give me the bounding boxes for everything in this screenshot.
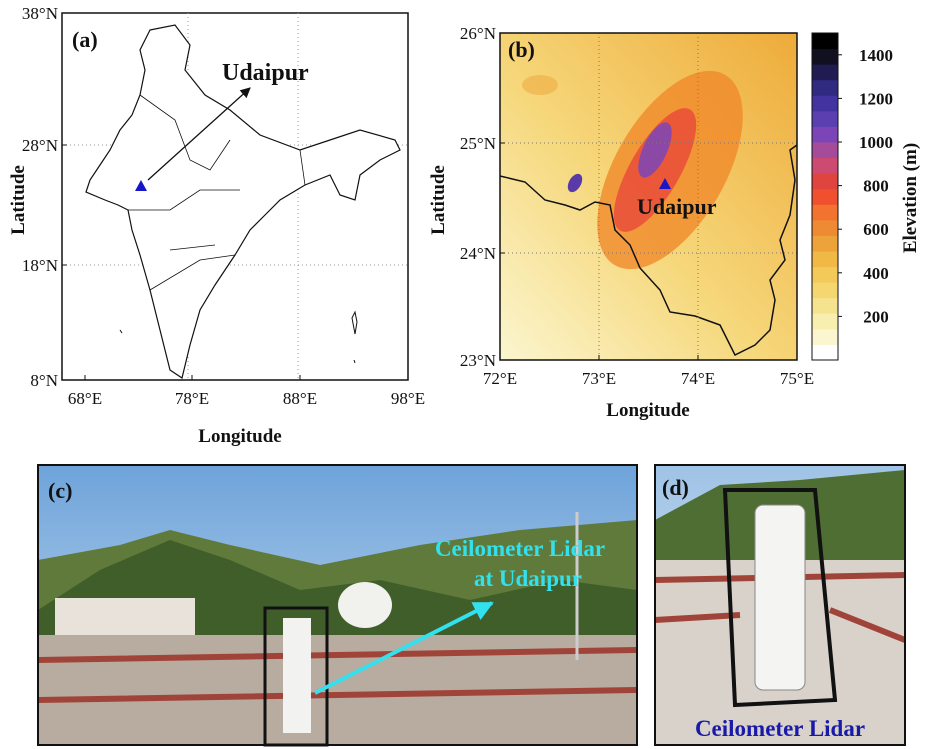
annotation: Ceilometer Lidar bbox=[435, 536, 605, 561]
colorbar-segment bbox=[812, 251, 838, 267]
colorbar-segment bbox=[812, 80, 838, 96]
colorbar-tick-label: 800 bbox=[863, 177, 889, 196]
colorbar-segment bbox=[812, 64, 838, 80]
terrain-blob bbox=[522, 75, 558, 95]
panel-c: (c) Ceilometer Lidar at Udaipur bbox=[38, 465, 637, 745]
y-tick-label: 26°N bbox=[460, 24, 496, 43]
y-tick-label: 23°N bbox=[460, 351, 496, 370]
panel-label: (c) bbox=[48, 478, 72, 503]
caption: Ceilometer Lidar bbox=[695, 716, 865, 741]
colorbar-segment bbox=[812, 126, 838, 142]
annotation: Udaipur bbox=[222, 60, 309, 86]
y-axis-label: Latitude bbox=[428, 165, 449, 235]
colorbar-tick-label: 1000 bbox=[859, 133, 893, 152]
x-axis-label: Longitude bbox=[198, 426, 281, 447]
annotation: Udaipur bbox=[637, 194, 717, 219]
colorbar-segment bbox=[812, 344, 838, 360]
colorbar-tick-label: 400 bbox=[863, 264, 889, 283]
panel-a: (a) Udaipur Longitude Latitude bbox=[8, 13, 408, 447]
colorbar-segment bbox=[812, 298, 838, 314]
x-tick-label: 74°E bbox=[681, 369, 715, 388]
colorbar-segment bbox=[812, 173, 838, 189]
x-tick-label: 68°E bbox=[68, 389, 102, 408]
colorbar-tick-label: 600 bbox=[863, 220, 889, 239]
y-tick-label: 8°N bbox=[30, 371, 58, 390]
colorbar-segment bbox=[812, 95, 838, 111]
x-tick-label: 88°E bbox=[283, 389, 317, 408]
colorbar-segment bbox=[812, 329, 838, 345]
panel-label: (a) bbox=[72, 27, 98, 52]
colorbar-label: Elevation (m) bbox=[900, 143, 921, 253]
photo-lidar bbox=[755, 505, 805, 690]
colorbar-segment bbox=[812, 142, 838, 158]
figure: (a) Udaipur Longitude Latitude (b) Udaip… bbox=[0, 0, 925, 749]
y-tick-label: 24°N bbox=[460, 244, 496, 263]
colorbar-segment bbox=[812, 267, 838, 283]
photo-dish bbox=[338, 582, 392, 628]
colorbar-tick-label: 1200 bbox=[859, 89, 893, 108]
photo-lidar bbox=[283, 618, 311, 733]
x-tick-label: 72°E bbox=[483, 369, 517, 388]
panel-b: (b) Udaipur Longitude Latitude Elevation… bbox=[428, 33, 921, 421]
y-tick-label: 18°N bbox=[22, 256, 58, 275]
y-axis-label: Latitude bbox=[8, 165, 29, 235]
x-tick-label: 98°E bbox=[391, 389, 425, 408]
colorbar-segment bbox=[812, 49, 838, 65]
panel-label: (b) bbox=[508, 37, 535, 62]
colorbar-segment bbox=[812, 313, 838, 329]
colorbar-segment bbox=[812, 158, 838, 174]
colorbar-segment bbox=[812, 282, 838, 298]
annotation: at Udaipur bbox=[474, 566, 582, 591]
colorbar-tick-label: 1400 bbox=[859, 46, 893, 65]
x-tick-label: 78°E bbox=[175, 389, 209, 408]
panel-label: (d) bbox=[662, 475, 689, 500]
colorbar-segment bbox=[812, 33, 838, 49]
y-tick-label: 38°N bbox=[22, 4, 58, 23]
photo-building bbox=[55, 598, 195, 638]
x-tick-label: 75°E bbox=[780, 369, 814, 388]
colorbar-tick-label: 200 bbox=[863, 307, 889, 326]
panel-d: (d) Ceilometer Lidar bbox=[655, 465, 905, 745]
colorbar-segment bbox=[812, 111, 838, 127]
colorbar-segment bbox=[812, 235, 838, 251]
x-axis-label: Longitude bbox=[606, 400, 689, 421]
x-tick-label: 73°E bbox=[582, 369, 616, 388]
colorbar-segment bbox=[812, 220, 838, 236]
colorbar-segment bbox=[812, 204, 838, 220]
y-tick-label: 25°N bbox=[460, 134, 496, 153]
y-tick-label: 28°N bbox=[22, 136, 58, 155]
colorbar-segment bbox=[812, 189, 838, 205]
